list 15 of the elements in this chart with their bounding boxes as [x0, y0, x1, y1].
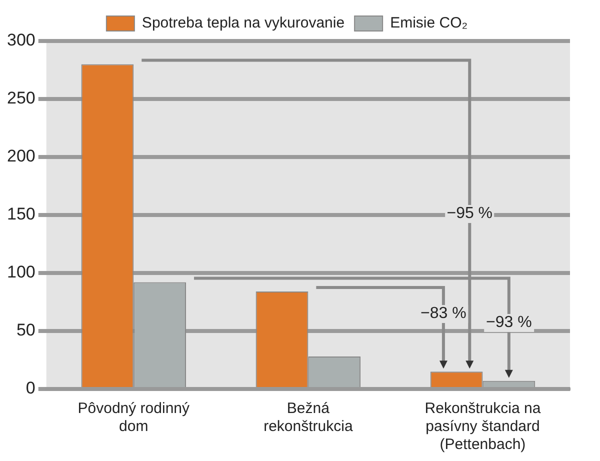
annotation: −95 %	[444, 205, 495, 224]
annotation: −83 %	[418, 304, 468, 323]
x-tick-label: Bežná rekonštrukcia	[264, 400, 354, 436]
y-tick-label: 300	[6, 30, 36, 50]
y-tick-label: 250	[6, 88, 36, 108]
legend-label: Emisie CO₂	[390, 14, 468, 32]
y-tick-label: 100	[6, 262, 36, 282]
legend-label: Spotreba tepla na vykurovanie	[142, 14, 345, 32]
x-tick-label: Pôvodný rodinný dom	[78, 400, 190, 436]
y-tick-label: 200	[6, 146, 36, 166]
y-tick-label: 50	[16, 320, 36, 340]
annotation: −93 %	[484, 314, 534, 332]
y-tick-label: 150	[6, 204, 36, 224]
y-tick-label: 0	[26, 378, 36, 398]
x-tick-label: Rekonštrukcia na pasívny štandard (Pettenbach)	[424, 400, 542, 454]
